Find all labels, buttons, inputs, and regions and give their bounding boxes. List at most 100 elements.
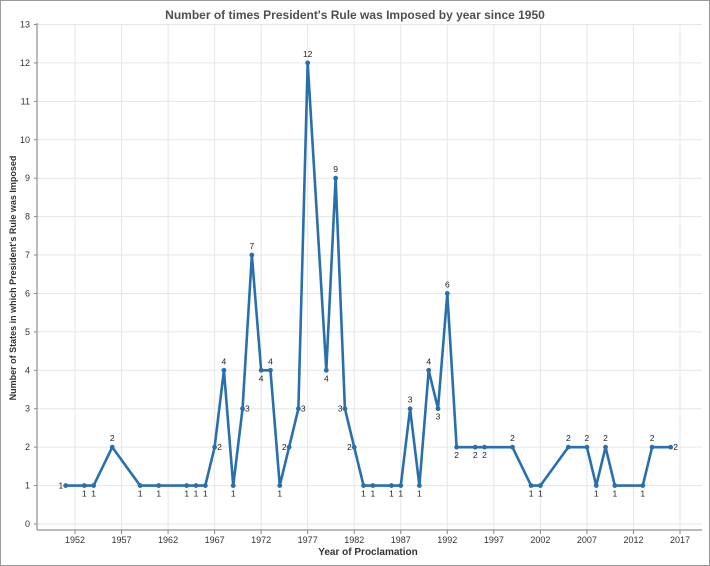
data-point	[351, 444, 357, 450]
data-point	[342, 406, 348, 412]
y-tick-label: 9	[25, 173, 30, 183]
data-label: 1	[417, 489, 422, 499]
data-label: 2	[585, 433, 590, 443]
data-label: 1	[398, 489, 403, 499]
y-tick-label: 13	[20, 20, 30, 30]
x-tick-label: 2017	[670, 535, 690, 545]
data-point	[268, 367, 273, 373]
data-point	[435, 406, 441, 412]
data-point	[277, 483, 283, 488]
data-point	[482, 444, 487, 450]
data-label: 2	[510, 433, 515, 443]
data-label: 1	[184, 489, 189, 499]
x-tick-label: 1967	[205, 535, 225, 545]
data-label: 1	[370, 489, 375, 499]
y-tick-label: 3	[25, 404, 30, 414]
data-point	[510, 444, 515, 450]
data-label: 1	[138, 489, 143, 499]
data-point	[286, 444, 292, 450]
data-label: 2	[566, 433, 571, 443]
data-point	[305, 60, 311, 66]
y-tick-label: 7	[25, 250, 30, 260]
y-tick-label: 0	[25, 519, 30, 529]
x-tick-label: 1987	[391, 535, 411, 545]
data-point	[193, 483, 199, 488]
data-label: 9	[333, 164, 338, 174]
data-label: 1	[361, 489, 366, 499]
data-label: 1	[231, 489, 236, 499]
data-label: 3	[301, 404, 306, 414]
axes	[36, 23, 702, 531]
data-label: 2	[482, 450, 487, 460]
data-point	[472, 444, 478, 450]
data-label: 3	[436, 412, 441, 422]
x-tick-label: 1972	[251, 535, 271, 545]
data-label: 1	[640, 489, 645, 499]
y-tick-label: 5	[25, 327, 30, 337]
data-label: 4	[324, 373, 329, 383]
y-tick-label: 8	[25, 212, 30, 222]
data-point	[323, 367, 329, 373]
data-label: 2	[347, 442, 352, 452]
x-axis-label: Year of Proclamation	[318, 547, 417, 558]
data-label: 1	[529, 489, 534, 499]
data-label: 7	[249, 241, 254, 251]
y-tick-label: 10	[20, 135, 30, 145]
x-axis-ticks: 1952 1957 1962 1967 1972 1977 1982 1987 1992 1997…	[65, 530, 690, 545]
data-label: 2	[110, 433, 115, 443]
data-point	[640, 483, 646, 488]
data-point	[649, 444, 655, 450]
data-label: 12	[303, 49, 313, 59]
x-tick-label: 1997	[484, 535, 504, 545]
data-point	[444, 291, 450, 296]
data-point	[91, 483, 97, 488]
data-point	[389, 483, 394, 488]
data-point	[565, 444, 571, 450]
data-point	[668, 444, 674, 450]
data-point	[370, 483, 376, 488]
data-label: 1	[203, 489, 208, 499]
data-point	[184, 483, 190, 488]
data-point	[407, 406, 413, 412]
data-label: 1	[91, 489, 96, 499]
y-tick-label: 2	[25, 442, 30, 452]
data-label: 4	[222, 356, 227, 366]
data-point	[81, 483, 87, 488]
data-point	[593, 483, 599, 488]
chart-title: Number of times President's Rule was Imp…	[165, 8, 545, 22]
data-label: 3	[408, 395, 413, 405]
data-point	[537, 483, 543, 488]
data-point	[240, 406, 245, 412]
data-label: 3	[245, 404, 250, 414]
data-label: 3	[338, 404, 343, 414]
y-tick-label: 1	[25, 481, 30, 491]
data-point	[137, 483, 143, 488]
x-tick-label: 2012	[623, 535, 643, 545]
data-point	[361, 483, 366, 488]
gridlines	[37, 24, 702, 530]
x-tick-label: 1982	[344, 535, 364, 545]
data-label: 2	[217, 442, 222, 452]
y-tick-label: 12	[20, 58, 30, 68]
data-point	[603, 444, 608, 450]
data-point	[156, 483, 162, 488]
data-label: 4	[426, 356, 431, 366]
data-label: 4	[259, 373, 264, 383]
data-point	[202, 483, 208, 488]
x-tick-label: 1977	[298, 535, 318, 545]
x-tick-label: 1962	[158, 535, 178, 545]
x-tick-label: 2007	[577, 535, 597, 545]
y-tick-label: 6	[25, 288, 30, 298]
data-label: 1	[82, 489, 87, 499]
data-point	[454, 444, 460, 450]
data-point	[612, 483, 618, 488]
data-label: 2	[673, 442, 678, 452]
data-point	[109, 444, 115, 450]
data-point	[295, 406, 301, 412]
data-points	[63, 60, 674, 488]
x-tick-label: 1957	[112, 535, 132, 545]
data-point	[528, 483, 534, 488]
y-axis-label: Number of States in which President's Ru…	[8, 156, 18, 401]
